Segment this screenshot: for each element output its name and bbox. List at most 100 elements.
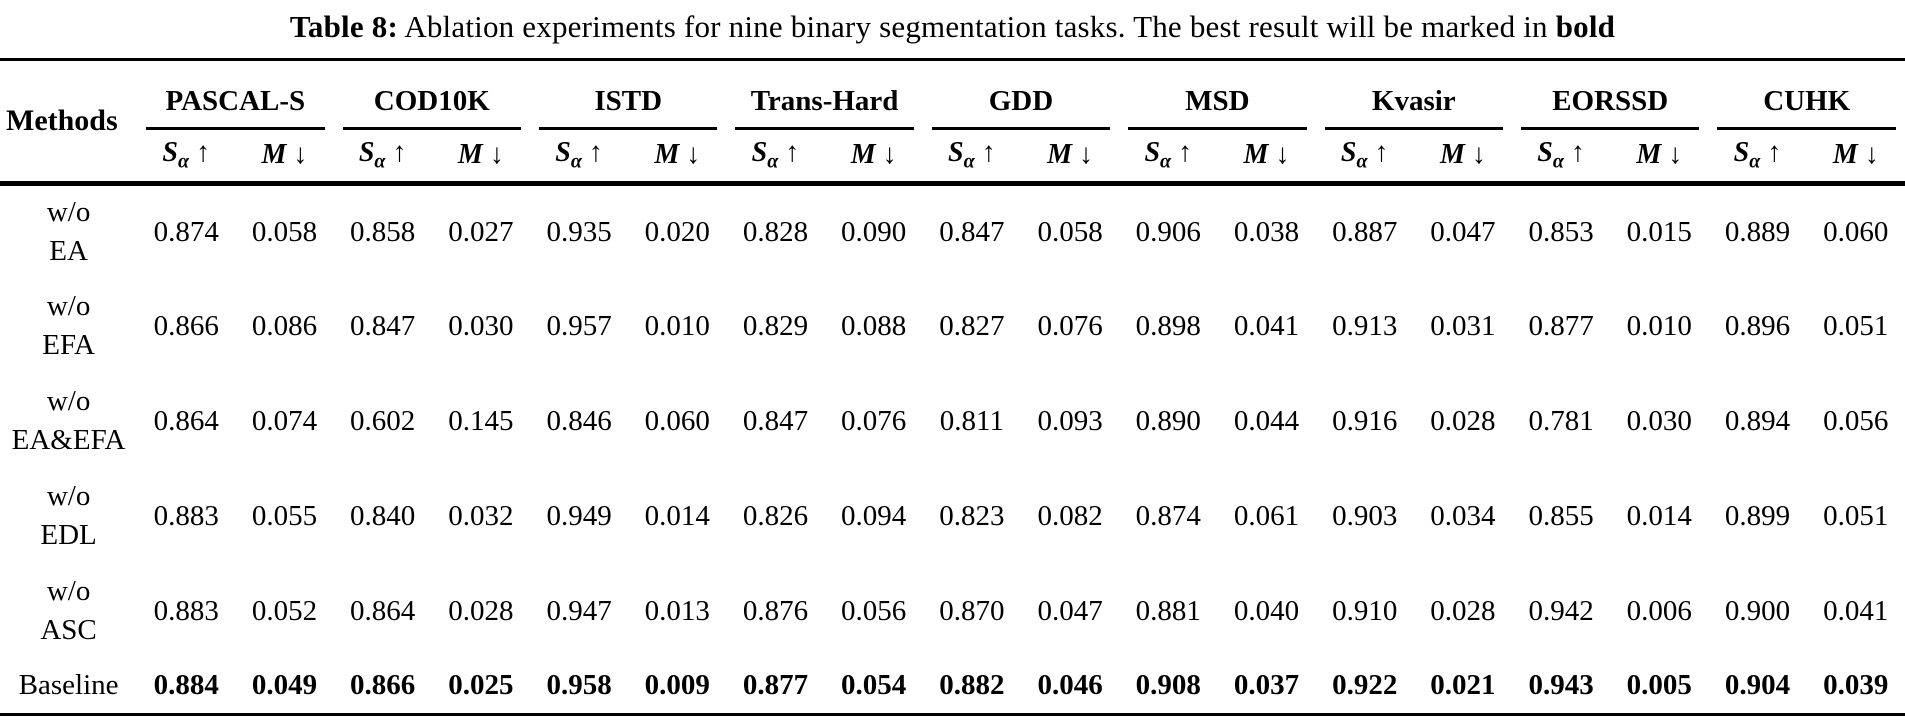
metric-value: 0.056 [1823,404,1889,437]
metric-value: 0.899 [1724,499,1791,532]
metric-value: 0.942 [1528,594,1594,627]
metric-value: 0.074 [251,404,318,437]
mae-metric-header: M ↓ [1832,139,1879,171]
metric-value: 0.866 [153,309,219,342]
method-label: w/o EFA [42,289,95,361]
metric-value: 0.014 [1626,499,1692,532]
metric-value: 0.847 [939,215,1005,248]
up-arrow-icon: ↑ [1171,136,1193,168]
metric-value: 0.058 [251,215,318,248]
dataset-label: PASCAL-S [146,85,325,130]
metric-value: 0.076 [1037,309,1103,342]
up-arrow-icon: ↑ [1563,136,1585,168]
metric-value: 0.922 [1332,669,1398,702]
metric-value: 0.811 [939,404,1004,437]
table-caption: Table 8: Ablation experiments for nine b… [0,0,1905,58]
dataset-header-pascal-s: PASCAL-S [137,60,333,130]
metric-value: 0.086 [251,309,318,342]
metric-value: 0.076 [841,404,907,437]
metric-value: 0.054 [841,669,907,702]
metric-value: 0.027 [448,215,514,248]
metric-value: 0.013 [644,594,710,627]
metric-value: 0.015 [1626,215,1692,248]
metric-value: 0.829 [742,309,809,342]
metric-value: 0.030 [1626,404,1692,437]
metric-value: 0.947 [546,594,612,627]
metric-value: 0.864 [153,404,219,437]
dataset-header-row: Methods PASCAL-S COD10K ISTD Trans-Hard GDD M… [0,60,1905,137]
metric-value: 0.038 [1233,215,1300,248]
dataset-header-msd: MSD [1119,60,1315,130]
metric-value: 0.894 [1724,404,1791,437]
down-arrow-icon: ↓ [1661,139,1683,171]
metric-value: 0.032 [448,499,514,532]
up-arrow-icon: ↑ [189,136,211,168]
table-row-baseline: Baseline 0.884 0.049 0.866 0.025 0.958 0.009 0.… [0,659,1905,715]
metric-value: 0.898 [1135,309,1201,342]
mae-metric-header: M ↓ [654,139,701,171]
metric-value: 0.889 [1724,215,1791,248]
dataset-header-cod10k: COD10K [334,60,530,130]
metric-value: 0.853 [1528,215,1594,248]
metric-value: 0.028 [1430,594,1496,627]
metric-value: 0.896 [1724,309,1791,342]
metric-value: 0.916 [1332,404,1398,437]
metric-value: 0.904 [1724,669,1791,702]
s-alpha-metric-header: Sα ↑ [358,136,407,173]
table-row-w-o-ea-efa: w/o EA&EFA 0.864 0.074 0.602 0.145 0.846 0.060 0… [0,374,1905,469]
metric-value: 0.039 [1823,669,1889,702]
method-label: w/o ASC [40,574,97,646]
metric-value: 0.882 [939,669,1005,702]
metric-value: 0.958 [546,669,612,702]
down-arrow-icon: ↓ [286,139,308,171]
metric-value: 0.846 [546,404,612,437]
s-alpha-metric-header: Sα ↑ [162,136,211,173]
metric-value: 0.010 [644,309,710,342]
down-arrow-icon: ↓ [679,139,701,171]
mae-metric-header: M ↓ [457,139,504,171]
metric-value: 0.866 [350,669,416,702]
metric-value: 0.823 [939,499,1005,532]
metric-value: 0.060 [644,404,710,437]
method-label: Baseline [18,669,119,702]
mae-metric-header: M ↓ [1243,139,1290,171]
metric-value: 0.052 [251,594,318,627]
metric-value: 0.005 [1626,669,1692,702]
metric-value: 0.827 [939,309,1005,342]
dataset-label: MSD [1128,85,1307,130]
table-caption-text: Ablation experiments for nine binary seg… [398,9,1556,44]
down-arrow-icon: ↓ [1464,139,1486,171]
mae-metric-header: M ↓ [1636,139,1683,171]
metric-value: 0.864 [350,594,416,627]
dataset-header-cuhk: CUHK [1708,60,1905,130]
dataset-label: GDD [931,85,1111,130]
metric-value: 0.828 [742,215,809,248]
metric-value: 0.943 [1528,669,1594,702]
dataset-label: ISTD [538,85,718,130]
down-arrow-icon: ↓ [482,139,504,171]
table-row-w-o-asc: w/o ASC 0.883 0.052 0.864 0.028 0.947 0.013 0.87… [0,564,1905,659]
dataset-header-istd: ISTD [530,60,726,130]
metric-value: 0.874 [153,215,219,248]
metric-value: 0.910 [1332,594,1398,627]
metric-value: 0.037 [1233,669,1300,702]
dataset-label: Kvasir [1324,85,1503,130]
method-label: w/o EA [46,196,91,268]
mae-metric-header: M ↓ [850,139,897,171]
down-arrow-icon: ↓ [1072,139,1094,171]
metric-value: 0.041 [1233,309,1300,342]
metric-value: 0.935 [546,215,612,248]
dataset-header-eorssd: EORSSD [1512,60,1708,130]
s-alpha-metric-header: Sα ↑ [1733,136,1782,173]
metric-value: 0.884 [153,669,219,702]
metric-value: 0.858 [350,215,416,248]
metric-value: 0.049 [251,669,318,702]
s-alpha-metric-header: Sα ↑ [751,136,800,173]
metric-value: 0.900 [1724,594,1791,627]
up-arrow-icon: ↑ [1367,136,1389,168]
metric-value: 0.874 [1135,499,1201,532]
table-caption-bold-word: bold [1555,9,1616,44]
metric-value: 0.034 [1430,499,1496,532]
metric-value: 0.870 [939,594,1005,627]
up-arrow-icon: ↑ [778,136,800,168]
